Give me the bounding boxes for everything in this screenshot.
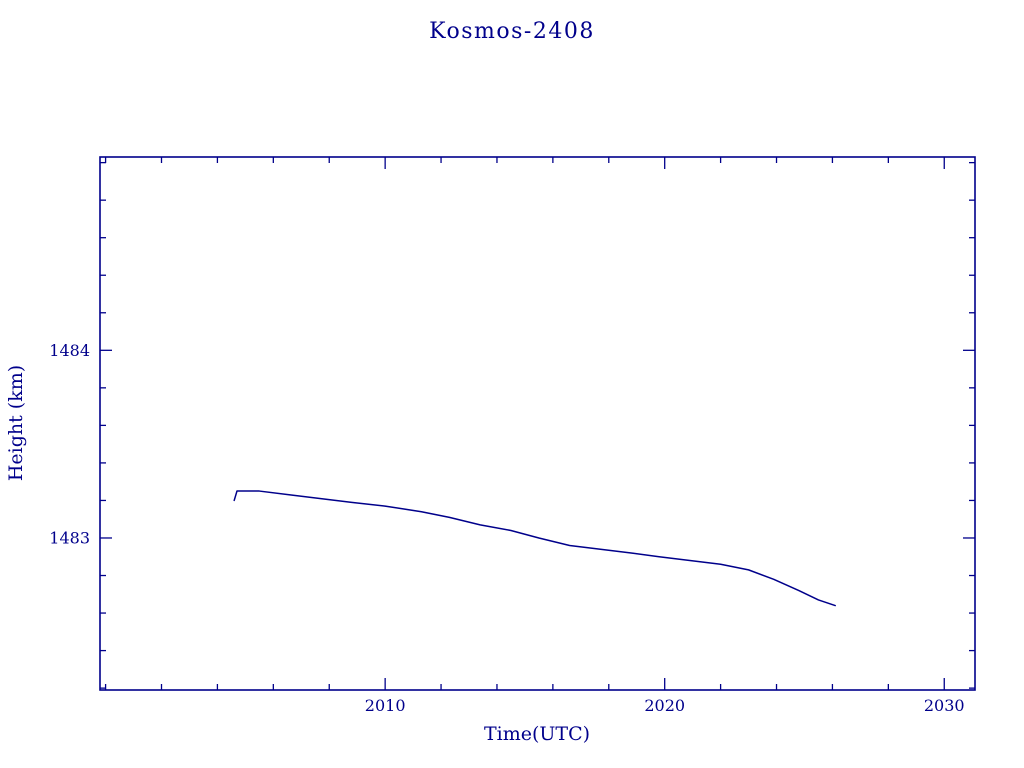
x-axis-label: Time(UTC) xyxy=(484,723,590,745)
x-tick-label: 2030 xyxy=(924,696,965,715)
y-axis-label: Height (km) xyxy=(5,365,27,481)
chart-title: Kosmos-2408 xyxy=(429,19,595,44)
x-tick-label: 2010 xyxy=(365,696,406,715)
plot-frame: 2010 2020 2030 1483 1484 xyxy=(49,156,976,715)
plot-border xyxy=(99,156,976,691)
x-tick-label: 2020 xyxy=(644,696,685,715)
height-data-line xyxy=(233,490,836,607)
y-tick-label: 1483 xyxy=(49,528,90,547)
y-tick-label: 1484 xyxy=(49,341,90,360)
